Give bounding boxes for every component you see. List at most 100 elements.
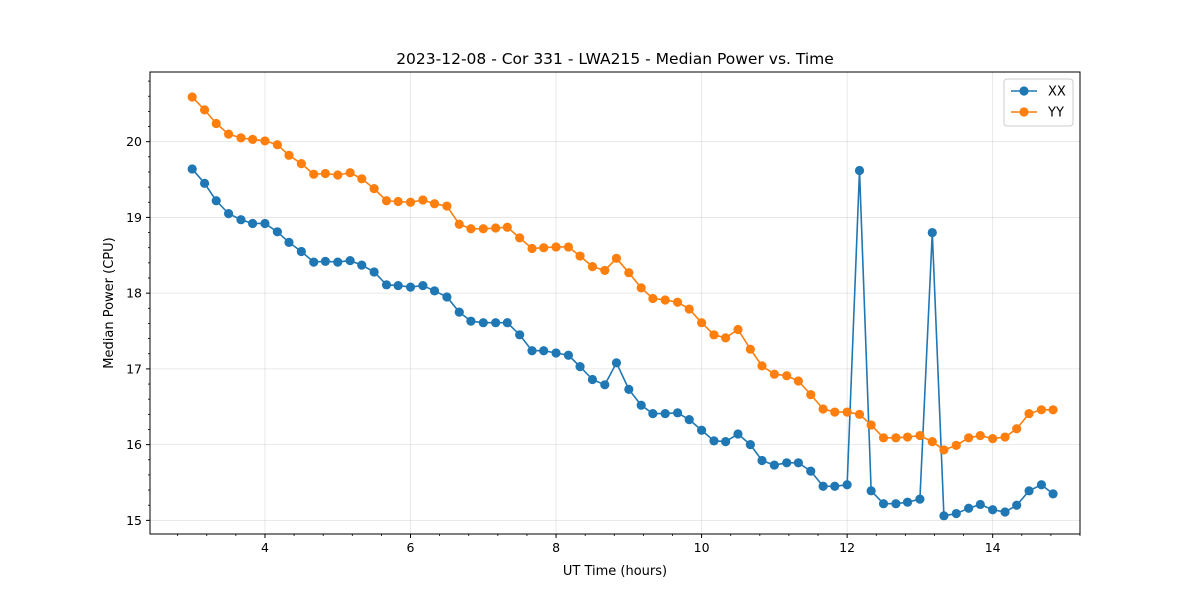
data-point-xx bbox=[964, 503, 974, 513]
data-point-yy bbox=[429, 199, 440, 209]
data-point-xx bbox=[854, 165, 865, 176]
data-point-xx bbox=[454, 307, 464, 317]
data-point-yy bbox=[927, 437, 937, 447]
data-point-xx bbox=[915, 494, 925, 504]
data-point-xx bbox=[187, 164, 197, 174]
data-point-xx bbox=[211, 196, 221, 206]
data-point-yy bbox=[782, 371, 792, 381]
data-point-xx bbox=[272, 227, 282, 237]
y-tick-label: 20 bbox=[126, 134, 142, 149]
data-point-xx bbox=[672, 408, 683, 418]
legend: XX YY bbox=[1003, 78, 1074, 127]
data-point-xx bbox=[951, 508, 961, 519]
data-point-xx bbox=[733, 429, 743, 439]
data-point-xx bbox=[357, 260, 367, 270]
legend-marker-xx bbox=[1019, 86, 1029, 96]
data-point-xx bbox=[1036, 480, 1047, 490]
data-point-xx bbox=[442, 292, 452, 302]
plot-frame bbox=[149, 71, 1081, 535]
data-point-xx bbox=[636, 400, 646, 410]
axis-ticks: 4 6 8 10 12 14 15 16 17 18 19 20 bbox=[126, 80, 1081, 555]
data-point-xx bbox=[757, 455, 767, 466]
data-point-yy bbox=[405, 197, 416, 207]
data-point-yy bbox=[964, 433, 974, 443]
data-point-xx bbox=[551, 348, 561, 358]
data-point-xx bbox=[527, 346, 537, 356]
data-point-xx bbox=[721, 437, 731, 447]
legend-label-xx: XX bbox=[1048, 85, 1066, 100]
data-point-xx bbox=[709, 436, 719, 446]
data-point-xx bbox=[309, 257, 319, 267]
data-point-yy bbox=[1036, 405, 1047, 415]
data-point-xx bbox=[1048, 489, 1058, 499]
data-point-yy bbox=[696, 318, 707, 328]
data-point-yy bbox=[539, 243, 549, 253]
data-point-yy bbox=[248, 134, 258, 145]
data-point-xx bbox=[248, 218, 258, 229]
y-tick-label: 19 bbox=[126, 210, 142, 225]
data-point-xx bbox=[818, 481, 828, 491]
data-point-xx bbox=[600, 380, 610, 390]
data-point-yy bbox=[745, 344, 755, 354]
data-point-yy bbox=[491, 223, 501, 233]
data-point-yy bbox=[975, 430, 985, 441]
data-point-yy bbox=[793, 376, 803, 386]
data-point-xx bbox=[478, 318, 488, 328]
x-tick-label: 12 bbox=[839, 540, 855, 555]
data-point-xx bbox=[563, 350, 574, 360]
data-point-yy bbox=[393, 196, 403, 207]
data-point-xx bbox=[199, 178, 210, 188]
data-point-yy bbox=[915, 430, 925, 441]
data-point-yy bbox=[442, 201, 452, 211]
data-point-xx bbox=[369, 267, 379, 277]
x-tick-label: 10 bbox=[694, 540, 710, 555]
x-axis-label: UT Time (hours) bbox=[563, 564, 667, 579]
data-point-yy bbox=[842, 407, 852, 417]
data-point-yy bbox=[733, 324, 743, 335]
data-point-yy bbox=[551, 242, 561, 252]
data-point-yy bbox=[1024, 408, 1034, 419]
data-point-yy bbox=[527, 243, 537, 254]
data-point-xx bbox=[878, 499, 889, 509]
data-point-yy bbox=[988, 433, 998, 444]
data-point-yy bbox=[272, 140, 282, 150]
data-point-xx bbox=[1012, 500, 1022, 510]
data-point-yy bbox=[587, 262, 598, 272]
data-point-xx bbox=[223, 209, 234, 219]
data-point-yy bbox=[878, 433, 889, 443]
data-point-xx bbox=[769, 460, 779, 470]
data-point-xx bbox=[429, 286, 440, 296]
data-point-xx bbox=[502, 318, 512, 328]
data-point-xx bbox=[611, 358, 622, 368]
data-point-yy bbox=[418, 195, 428, 205]
data-point-xx bbox=[624, 384, 634, 394]
data-point-yy bbox=[757, 361, 767, 371]
data-point-yy bbox=[320, 168, 330, 179]
data-point-xx bbox=[830, 481, 840, 491]
y-tick-label: 15 bbox=[126, 513, 142, 528]
x-tick-label: 14 bbox=[985, 540, 1001, 555]
y-tick-label: 16 bbox=[126, 437, 142, 452]
data-point-xx bbox=[648, 408, 658, 419]
data-point-xx bbox=[260, 218, 270, 229]
legend-label-yy: YY bbox=[1047, 106, 1064, 121]
data-point-yy bbox=[866, 420, 876, 430]
data-point-yy bbox=[515, 233, 525, 243]
y-tick-label: 17 bbox=[126, 361, 142, 376]
data-point-yy bbox=[951, 440, 961, 450]
data-point-yy bbox=[333, 170, 343, 180]
data-point-xx bbox=[891, 499, 901, 509]
data-point-yy bbox=[478, 224, 488, 234]
data-point-yy bbox=[211, 118, 221, 129]
data-point-yy bbox=[236, 133, 246, 143]
data-point-yy bbox=[600, 265, 610, 276]
data-point-yy bbox=[309, 169, 319, 179]
data-point-yy bbox=[187, 92, 197, 102]
data-point-yy bbox=[854, 409, 865, 419]
y-axis-label: Median Power (CPU) bbox=[102, 237, 117, 368]
data-point-xx bbox=[466, 316, 476, 326]
data-point-yy bbox=[611, 253, 622, 263]
grid bbox=[150, 72, 1080, 534]
